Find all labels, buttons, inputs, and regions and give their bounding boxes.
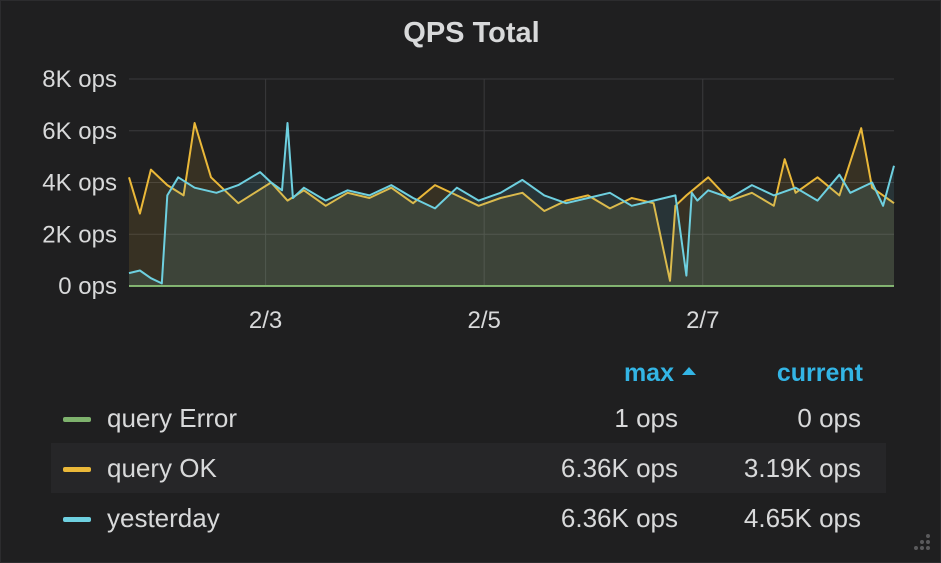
chart-series	[128, 122, 895, 287]
series-color-swatch[interactable]	[63, 517, 91, 522]
series-area-yesterday	[129, 123, 894, 286]
y-axis: 0 ops 2K ops 4K ops 6K ops 8K ops	[42, 66, 117, 300]
legend-series-name[interactable]: query OK	[107, 453, 217, 483]
legend-max-value: 1 ops	[614, 403, 678, 433]
legend-current-value: 0 ops	[797, 403, 861, 433]
legend-row-yesterday[interactable]: yesterday 6.36K ops 4.65K ops	[51, 493, 886, 543]
x-tick-label: 2/7	[686, 307, 719, 334]
series-color-swatch[interactable]	[63, 467, 91, 472]
x-tick-label: 2/3	[249, 307, 282, 334]
caret-up-icon	[682, 367, 696, 376]
x-axis: 2/3 2/5 2/7	[249, 307, 720, 334]
legend-row-query-ok[interactable]: query OK 6.36K ops 3.19K ops	[51, 443, 886, 493]
legend-max-value: 6.36K ops	[560, 453, 678, 483]
legend-current-value: 4.65K ops	[743, 503, 861, 533]
x-tick-label: 2/5	[467, 307, 500, 334]
sort-by-current-header[interactable]: current	[776, 359, 863, 387]
series-color-swatch[interactable]	[63, 417, 91, 422]
y-tick-label: 6K ops	[42, 118, 117, 145]
legend-header: max current	[51, 353, 886, 393]
legend-row-query-error[interactable]: query Error 1 ops 0 ops	[51, 393, 886, 443]
y-tick-label: 0 ops	[58, 273, 117, 300]
legend-current-value: 3.19K ops	[743, 453, 861, 483]
sort-by-max-header[interactable]: max	[624, 359, 696, 388]
legend-series-name[interactable]: yesterday	[107, 503, 220, 533]
resize-handle-icon[interactable]	[910, 532, 934, 556]
panel-title[interactable]: QPS Total	[403, 17, 540, 49]
y-tick-label: 8K ops	[42, 66, 117, 93]
legend-series-name[interactable]: query Error	[107, 403, 238, 433]
y-tick-label: 4K ops	[42, 170, 117, 197]
qps-chart: 0 ops 2K ops 4K ops 6K ops 8K ops 2/3 2/5 2/7	[42, 66, 895, 334]
y-tick-label: 2K ops	[42, 221, 117, 248]
series-area-query-ok	[129, 123, 894, 286]
legend-table: max current query Error 1 ops 0 ops quer…	[51, 353, 886, 543]
legend-max-value: 6.36K ops	[560, 503, 678, 533]
series-line-yesterday[interactable]	[128, 122, 895, 285]
